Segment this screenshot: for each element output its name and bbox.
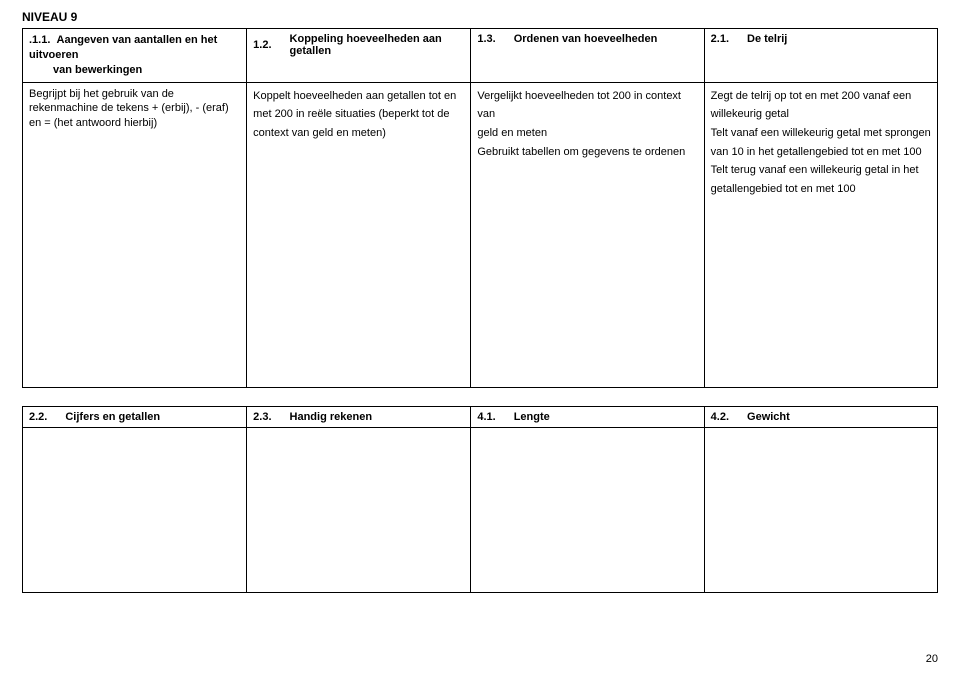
spacer bbox=[22, 388, 938, 406]
header-4-1-title: Lengte bbox=[514, 411, 550, 423]
body-2-col-a bbox=[23, 427, 247, 592]
table-body-row-1: Begrijpt bij het gebruik van de rekenmac… bbox=[23, 82, 938, 387]
header-4-2: 4.2. Gewicht bbox=[704, 406, 937, 427]
header-2-1-num: 2.1. bbox=[711, 33, 747, 45]
table-body-row-2 bbox=[23, 427, 938, 592]
body-1-col-d-l5: Telt terug vanaf een willekeurig getal i… bbox=[711, 161, 931, 180]
body-1-col-d-l3: Telt vanaf een willekeurig getal met spr… bbox=[711, 124, 931, 143]
header-4-2-title: Gewicht bbox=[747, 411, 790, 423]
header-2-2-title: Cijfers en getallen bbox=[65, 411, 160, 423]
body-2-col-b bbox=[247, 427, 471, 592]
header-1-1-title-l1: Aangeven van aantallen en het uitvoeren bbox=[29, 34, 217, 61]
body-1-col-a: Begrijpt bij het gebruik van de rekenmac… bbox=[23, 82, 247, 387]
body-1-col-c-l1: Vergelijkt hoeveelheden tot 200 in conte… bbox=[477, 87, 697, 124]
header-1-1: .1.1. Aangeven van aantallen en het uitv… bbox=[23, 29, 247, 83]
header-4-2-num: 4.2. bbox=[711, 411, 747, 423]
body-1-col-d-l6: getallengebied tot en met 100 bbox=[711, 180, 931, 199]
body-1-col-d: Zegt de telrij op tot en met 200 vanaf e… bbox=[704, 82, 937, 387]
header-2-2-num: 2.2. bbox=[29, 411, 65, 423]
body-1-col-b-l1: Koppelt hoeveelheden aan getallen tot en bbox=[253, 87, 464, 106]
table-header-row-2: 2.2. Cijfers en getallen 2.3. Handig rek… bbox=[23, 406, 938, 427]
header-1-2-title: Koppeling hoeveelheden aan getallen bbox=[290, 33, 465, 57]
header-2-3-num: 2.3. bbox=[253, 411, 289, 423]
body-1-col-b: Koppelt hoeveelheden aan getallen tot en… bbox=[247, 82, 471, 387]
header-1-3-title: Ordenen van hoeveelheden bbox=[514, 33, 658, 45]
body-1-col-c-l2: geld en meten bbox=[477, 124, 697, 143]
header-4-1: 4.1. Lengte bbox=[471, 406, 704, 427]
niveau-label: NIVEAU 9 bbox=[22, 10, 938, 24]
body-2-col-d bbox=[704, 427, 937, 592]
header-1-3-num: 1.3. bbox=[477, 33, 513, 45]
header-1-3: 1.3. Ordenen van hoeveelheden bbox=[471, 29, 704, 83]
body-1-col-c-l3: Gebruikt tabellen om gegevens te ordenen bbox=[477, 143, 697, 162]
header-2-2: 2.2. Cijfers en getallen bbox=[23, 406, 247, 427]
header-1-2-num: 1.2. bbox=[253, 39, 289, 51]
body-1-col-a-text: Begrijpt bij het gebruik van de rekenmac… bbox=[29, 87, 240, 132]
body-1-col-b-l3: context van geld en meten) bbox=[253, 124, 464, 143]
header-2-3-title: Handig rekenen bbox=[290, 411, 373, 423]
page: NIVEAU 9 .1.1. Aangeven van aantallen en… bbox=[0, 0, 960, 673]
curriculum-table-bottom: 2.2. Cijfers en getallen 2.3. Handig rek… bbox=[22, 406, 938, 593]
curriculum-table-top: .1.1. Aangeven van aantallen en het uitv… bbox=[22, 28, 938, 388]
body-1-col-d-l2: willekeurig getal bbox=[711, 105, 931, 124]
table-header-row-1: .1.1. Aangeven van aantallen en het uitv… bbox=[23, 29, 938, 83]
page-number: 20 bbox=[926, 653, 938, 665]
header-1-2: 1.2. Koppeling hoeveelheden aan getallen bbox=[247, 29, 471, 83]
header-2-1: 2.1. De telrij bbox=[704, 29, 937, 83]
body-1-col-d-l4: van 10 in het getallengebied tot en met … bbox=[711, 143, 931, 162]
header-2-1-title: De telrij bbox=[747, 33, 787, 45]
body-1-col-b-l2: met 200 in reële situaties (beperkt tot … bbox=[253, 105, 464, 124]
header-1-1-title-l2: van bewerkingen bbox=[53, 63, 240, 78]
body-1-col-c: Vergelijkt hoeveelheden tot 200 in conte… bbox=[471, 82, 704, 387]
body-1-col-d-l1: Zegt de telrij op tot en met 200 vanaf e… bbox=[711, 87, 931, 106]
header-4-1-num: 4.1. bbox=[477, 411, 513, 423]
header-2-3: 2.3. Handig rekenen bbox=[247, 406, 471, 427]
body-2-col-c bbox=[471, 427, 704, 592]
header-1-1-num: .1.1. bbox=[29, 34, 50, 46]
